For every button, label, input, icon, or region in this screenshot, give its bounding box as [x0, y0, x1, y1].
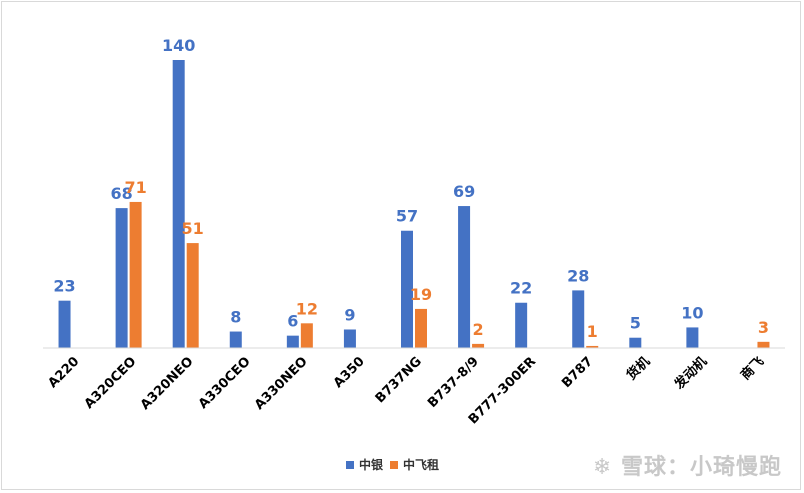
bar-zhongfeizu-2 — [186, 243, 199, 348]
bar-zhongfeizu-7 — [472, 343, 485, 348]
bar-zhongfeizu-9 — [586, 345, 599, 348]
bar-zhongfeizu-1 — [129, 201, 142, 348]
data-label-zhongyin-3: 8 — [230, 308, 241, 327]
category-label-11: 发动机 — [671, 354, 711, 394]
data-label-zhongyin-9: 28 — [567, 266, 589, 285]
bar-zhongfeizu-4 — [300, 323, 313, 348]
category-label-7: B737-8/9 — [425, 354, 482, 411]
bar-zhongyin-5 — [343, 329, 356, 348]
data-label-zhongyin-2: 140 — [162, 36, 195, 55]
category-label-1: A320CEO — [82, 354, 140, 412]
bar-zhongyin-7 — [458, 206, 471, 348]
category-label-9: B787 — [559, 354, 596, 391]
data-label-zhongfeizu-4: 12 — [296, 299, 318, 318]
data-label-zhongyin-1: 68 — [110, 184, 132, 203]
bar-zhongyin-8 — [515, 302, 528, 348]
data-label-zhongyin-0: 23 — [53, 277, 75, 296]
category-label-10: 货机 — [623, 354, 653, 384]
bar-zhongyin-1 — [115, 208, 128, 348]
bars-layer — [58, 60, 770, 348]
category-label-6: B737NG — [373, 354, 425, 406]
data-label-zhongfeizu-7: 2 — [473, 320, 484, 339]
data-label-zhongfeizu-2: 51 — [182, 219, 204, 238]
bar-zhongyin-6 — [401, 230, 413, 348]
bar-zhongyin-9 — [572, 290, 585, 348]
bar-zhongyin-3 — [229, 331, 242, 348]
watermark: ❄ 雪球：小琦慢跑 — [593, 449, 782, 481]
data-label-zhongfeizu-9: 1 — [587, 322, 598, 341]
watermark-text: 雪球：小琦慢跑 — [620, 455, 782, 480]
category-label-2: A320NEO — [138, 354, 197, 413]
bar-zhongyin-10 — [629, 337, 642, 348]
category-label-0: A220 — [45, 354, 82, 391]
category-label-12: 商飞 — [738, 354, 768, 384]
data-label-zhongyin-7: 69 — [453, 182, 475, 201]
legend: 中银 中飞租 — [346, 457, 439, 472]
data-label-zhongyin-5: 9 — [344, 305, 355, 324]
bar-zhongyin-2 — [172, 60, 185, 348]
data-label-zhongyin-10: 5 — [630, 314, 641, 333]
category-label-4: A330NEO — [252, 354, 311, 413]
category-label-3: A330CEO — [196, 354, 254, 412]
data-label-zhongyin-6: 57 — [396, 207, 418, 226]
category-label-5: A350 — [331, 354, 368, 391]
bar-zhongfeizu-12 — [757, 341, 770, 348]
legend-swatch-1 — [390, 461, 398, 469]
data-label-zhongfeizu-12: 3 — [758, 318, 769, 337]
bar-zhongyin-11 — [686, 327, 699, 348]
legend-label-0: 中银 — [359, 457, 384, 472]
bar-zhongfeizu-6 — [415, 308, 427, 348]
legend-label-1: 中飞租 — [403, 457, 439, 472]
data-label-zhongfeizu-1: 71 — [124, 178, 146, 197]
bar-zhongyin-4 — [286, 335, 299, 348]
snowball-logo-icon: ❄ — [592, 455, 613, 480]
data-label-zhongyin-11: 10 — [681, 303, 703, 322]
legend-swatch-0 — [346, 461, 354, 469]
data-label-zhongfeizu-6: 19 — [410, 285, 432, 304]
bar-zhongyin-0 — [58, 300, 71, 348]
data-label-zhongyin-8: 22 — [510, 279, 532, 298]
data-label-zhongyin-4: 6 — [287, 312, 298, 331]
